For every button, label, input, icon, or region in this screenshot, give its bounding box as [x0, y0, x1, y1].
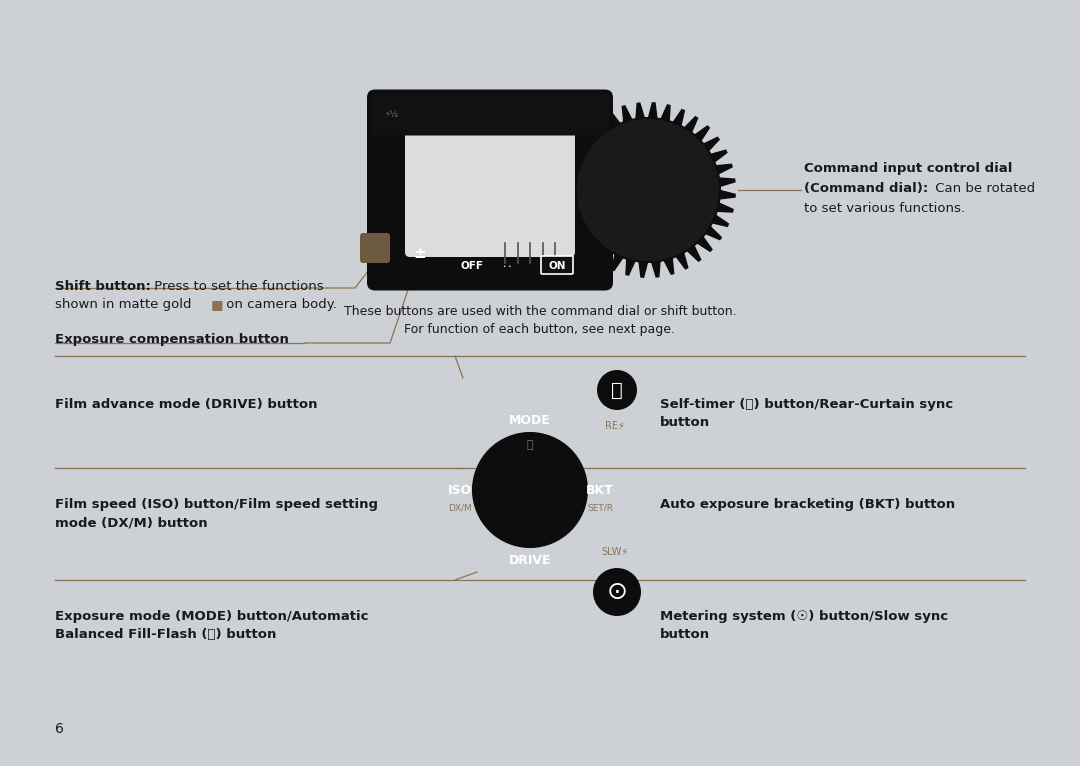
Polygon shape: [472, 449, 567, 531]
Text: ON: ON: [549, 261, 566, 271]
FancyBboxPatch shape: [360, 233, 390, 263]
Text: DX/M: DX/M: [448, 503, 472, 512]
Text: ⊙: ⊙: [607, 580, 627, 604]
Text: mode (DX/M) button: mode (DX/M) button: [55, 516, 207, 529]
Polygon shape: [489, 453, 571, 548]
FancyBboxPatch shape: [473, 228, 588, 278]
Text: Exposure mode (MODE) button/Automatic: Exposure mode (MODE) button/Automatic: [55, 610, 368, 623]
Text: Ⓕ: Ⓕ: [527, 440, 534, 450]
FancyBboxPatch shape: [367, 90, 613, 290]
Circle shape: [469, 243, 488, 263]
Text: button: button: [660, 416, 711, 429]
Text: These buttons are used with the command dial or shift button.: These buttons are used with the command …: [343, 305, 737, 318]
FancyBboxPatch shape: [372, 93, 609, 136]
Text: BKT: BKT: [586, 483, 613, 496]
Text: Self-timer (⏈) button/Rear-Curtain sync: Self-timer (⏈) button/Rear-Curtain sync: [660, 398, 954, 411]
Text: Command input control dial: Command input control dial: [804, 162, 1012, 175]
Circle shape: [404, 237, 436, 269]
Text: ±: ±: [414, 245, 427, 260]
Circle shape: [597, 370, 637, 410]
Polygon shape: [489, 432, 571, 527]
Circle shape: [577, 119, 719, 261]
Text: Exposure compensation button: Exposure compensation button: [55, 333, 288, 346]
Text: Balanced Fill-Flash (Ⓕ) button: Balanced Fill-Flash (Ⓕ) button: [55, 628, 276, 641]
Text: SLW⚡: SLW⚡: [602, 547, 629, 557]
Text: ■: ■: [211, 298, 224, 311]
Text: Can be rotated: Can be rotated: [931, 182, 1035, 195]
Text: Metering system (☉) button/Slow sync: Metering system (☉) button/Slow sync: [660, 610, 948, 623]
Text: Film speed (ISO) button/Film speed setting: Film speed (ISO) button/Film speed setti…: [55, 498, 378, 511]
Text: RE⚡: RE⚡: [605, 421, 625, 431]
Text: • •: • •: [503, 264, 511, 269]
Text: button: button: [660, 628, 711, 641]
Text: Film advance mode (DRIVE) button: Film advance mode (DRIVE) button: [55, 398, 318, 411]
Text: shown in matte gold: shown in matte gold: [55, 298, 195, 311]
Text: ISO: ISO: [448, 483, 472, 496]
Text: (Command dial):: (Command dial):: [804, 182, 928, 195]
Text: 6: 6: [55, 722, 64, 736]
Text: ⚡½: ⚡½: [384, 110, 399, 119]
Text: Auto exposure bracketing (BKT) button: Auto exposure bracketing (BKT) button: [660, 498, 955, 511]
FancyBboxPatch shape: [541, 256, 573, 274]
Text: OFF: OFF: [460, 261, 484, 271]
Text: SET/R: SET/R: [588, 503, 613, 512]
Text: For function of each button, see next page.: For function of each button, see next pa…: [405, 323, 675, 336]
Text: DRIVE: DRIVE: [509, 554, 551, 567]
Text: ⏲: ⏲: [611, 381, 623, 400]
Circle shape: [472, 432, 588, 548]
FancyBboxPatch shape: [405, 127, 575, 257]
Text: Shift button:: Shift button:: [55, 280, 151, 293]
Polygon shape: [494, 449, 588, 531]
Polygon shape: [561, 102, 735, 278]
Text: Press to set the functions: Press to set the functions: [150, 280, 324, 293]
Text: MODE: MODE: [509, 414, 551, 427]
Text: to set various functions.: to set various functions.: [804, 202, 966, 215]
Text: on camera body.: on camera body.: [222, 298, 337, 311]
Circle shape: [593, 568, 642, 616]
